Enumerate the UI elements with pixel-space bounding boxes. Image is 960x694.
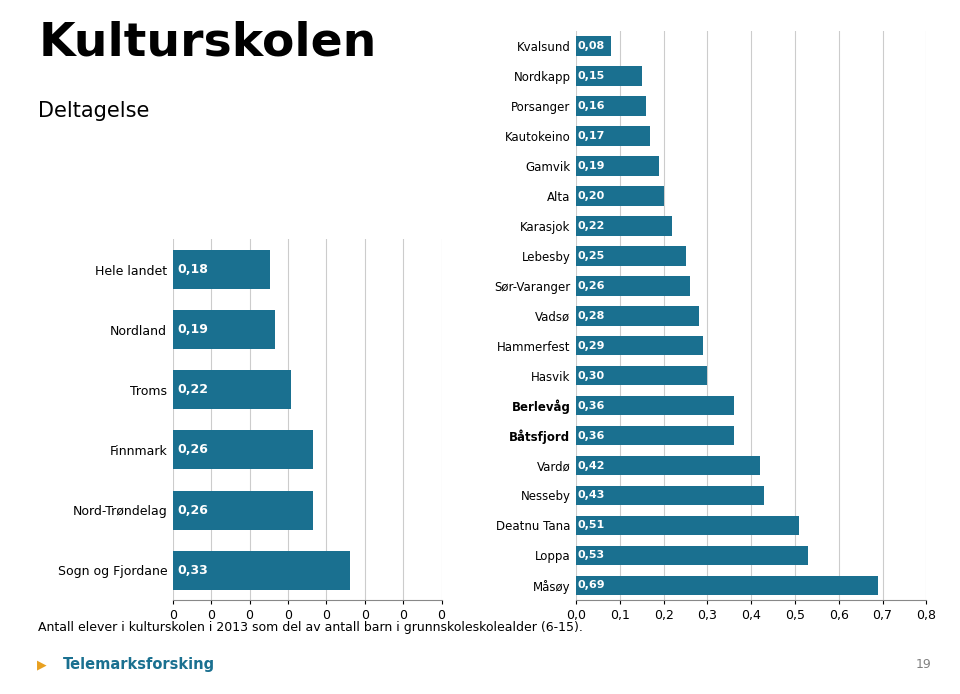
Text: Deltagelse: Deltagelse (38, 101, 150, 121)
Bar (576, 67, 641, 86)
Text: Telemarksforsking: Telemarksforsking (62, 657, 214, 672)
Text: 0,15: 0,15 (578, 71, 605, 81)
Bar (173, 551, 350, 590)
Text: 0,19: 0,19 (177, 323, 208, 336)
Text: 0,26: 0,26 (177, 504, 208, 516)
Bar (576, 156, 660, 176)
Bar (576, 545, 808, 565)
Bar (173, 430, 313, 469)
Text: 19: 19 (916, 659, 931, 671)
Text: 0,51: 0,51 (578, 520, 605, 530)
Text: 0,30: 0,30 (578, 371, 605, 381)
Bar (576, 396, 733, 415)
Text: 0,26: 0,26 (578, 281, 605, 291)
Bar (576, 276, 690, 296)
Text: Kulturskolen: Kulturskolen (38, 21, 376, 66)
Text: 0,16: 0,16 (578, 101, 605, 111)
Text: 0,26: 0,26 (177, 443, 208, 457)
Text: 0,17: 0,17 (578, 131, 605, 141)
Bar (173, 250, 270, 289)
Bar (576, 217, 672, 236)
Bar (576, 516, 800, 535)
Bar (576, 486, 764, 505)
Bar (576, 96, 646, 116)
Text: 0,19: 0,19 (578, 161, 605, 171)
Text: 0,53: 0,53 (578, 550, 605, 560)
Text: 0,25: 0,25 (578, 251, 605, 261)
Bar (173, 310, 275, 349)
Bar (576, 126, 651, 146)
Text: 0,42: 0,42 (578, 461, 605, 471)
Bar (576, 366, 708, 385)
Text: 0,18: 0,18 (177, 263, 208, 276)
Text: 0,28: 0,28 (578, 311, 605, 321)
Text: 0,22: 0,22 (177, 383, 208, 396)
Text: ▶: ▶ (36, 659, 46, 671)
Text: 0,36: 0,36 (578, 400, 605, 411)
Bar (576, 186, 663, 205)
Bar (576, 575, 878, 595)
Text: 0,22: 0,22 (578, 221, 605, 231)
Text: 0,43: 0,43 (578, 491, 605, 500)
Text: 0,33: 0,33 (177, 564, 208, 577)
Bar (576, 336, 703, 355)
Text: 0,29: 0,29 (578, 341, 605, 350)
Text: Antall elever i kulturskolen i 2013 som del av antall barn i grunnskoleskolealde: Antall elever i kulturskolen i 2013 som … (38, 621, 584, 634)
Text: 0,08: 0,08 (578, 41, 605, 51)
Text: 0,36: 0,36 (578, 430, 605, 441)
Bar (576, 456, 760, 475)
Bar (576, 37, 611, 56)
Text: 0,69: 0,69 (578, 580, 606, 591)
Bar (576, 246, 685, 266)
Bar (576, 426, 733, 446)
Bar (173, 491, 313, 530)
Bar (576, 306, 699, 325)
Bar (173, 371, 291, 409)
Text: 0,20: 0,20 (578, 191, 605, 201)
